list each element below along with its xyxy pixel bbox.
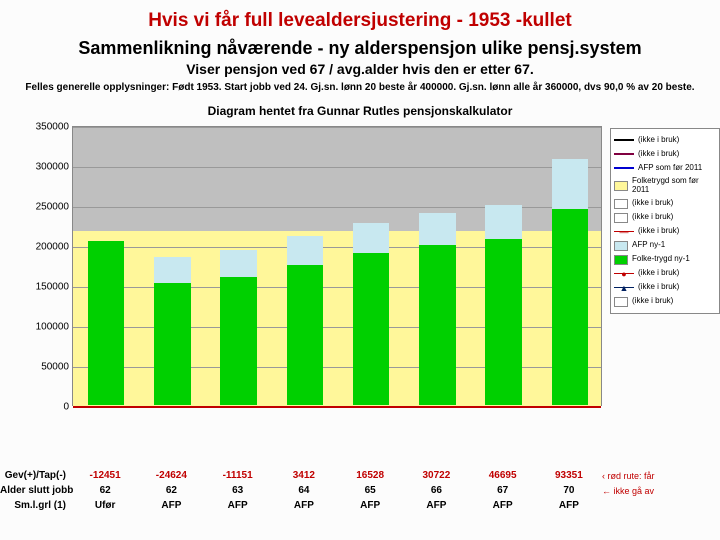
y-tick: 300000: [36, 162, 69, 173]
legend-item: ● (ikke i bruk): [614, 267, 716, 281]
x-row-label: Sm.l.grl (1): [0, 500, 66, 511]
x-row-cell: 66: [403, 485, 469, 496]
y-tick: 250000: [36, 202, 69, 213]
x-row-label: Alder slutt jobb: [0, 485, 66, 496]
legend-swatch: [614, 241, 628, 251]
bar-segment: [287, 236, 323, 265]
legend-label: (ikke i bruk): [638, 150, 679, 159]
subtitle-2: Viser pensjon ved 67 / avg.alder hvis de…: [0, 59, 720, 81]
bar-segment: [419, 213, 455, 245]
bar-segment: [154, 283, 190, 405]
x-row-cell: 30722: [403, 470, 469, 481]
chart-title: Diagram hentet fra Gunnar Rutles pensjon…: [0, 100, 720, 126]
legend-item: (ikke i bruk): [614, 133, 716, 147]
bar-segment: [88, 241, 124, 405]
legend-swatch: [614, 139, 634, 141]
y-tick: 150000: [36, 282, 69, 293]
bar-segment: [552, 159, 588, 209]
x-row-cell: -11151: [205, 470, 271, 481]
legend-swatch: ▲: [614, 283, 634, 293]
x-row-trail: ← ikke gå av: [602, 486, 654, 496]
bar-segment: [353, 253, 389, 405]
legend-swatch: [614, 181, 628, 191]
y-tick: 350000: [36, 122, 69, 133]
x-row-cell: 93351: [536, 470, 602, 481]
x-row-cell: -12451: [72, 470, 138, 481]
legend-label: (ikke i bruk): [632, 199, 673, 208]
legend-item: ▲ (ikke i bruk): [614, 281, 716, 295]
legend-label: AFP som før 2011: [638, 164, 702, 173]
x-row-cell: Ufør: [72, 500, 138, 511]
legend-item: (ikke i bruk): [614, 295, 716, 309]
legend-label: Folke-trygd ny-1: [632, 255, 690, 264]
legend-swatch: [614, 213, 628, 223]
bar-segment: [552, 209, 588, 405]
bar-segment: [154, 257, 190, 283]
plot-region: 0500001000001500002000002500003000003500…: [72, 126, 602, 406]
x-row-trail: ‹ rød rute: får: [602, 471, 655, 481]
x-row-cell: AFP: [337, 500, 403, 511]
page-title: Hvis vi får full levealdersjustering - 1…: [0, 0, 720, 38]
x-row-cell: 63: [205, 485, 271, 496]
x-table-row: Sm.l.grl (1)UførAFPAFPAFPAFPAFPAFPAFP: [72, 500, 712, 511]
legend-swatch: [614, 153, 634, 155]
legend-item: (ikke i bruk): [614, 197, 716, 211]
x-row-cell: 62: [138, 485, 204, 496]
bar-segment: [485, 239, 521, 405]
bar-segment: [485, 205, 521, 239]
legend-item: Folketrygd som før 2011: [614, 175, 716, 197]
x-row-cell: 67: [470, 485, 536, 496]
legend-label: Folketrygd som før 2011: [632, 177, 716, 195]
bar-segment: [220, 277, 256, 405]
x-row-cell: AFP: [536, 500, 602, 511]
legend: (ikke i bruk) (ikke i bruk) AFP som før 20…: [610, 128, 720, 314]
x-row-cell: 70: [536, 485, 602, 496]
x-row-cell: AFP: [205, 500, 271, 511]
x-row-cell: AFP: [271, 500, 337, 511]
chart-area: pensjon i kroner eller i % 0500001000001…: [10, 126, 710, 436]
legend-item: Folke-trygd ny-1: [614, 253, 716, 267]
legend-label: AFP ny-1: [632, 241, 665, 250]
x-row-cell: 62: [72, 485, 138, 496]
legend-item: AFP ny-1: [614, 239, 716, 253]
y-tick: 100000: [36, 322, 69, 333]
y-tick: 0: [63, 402, 69, 413]
legend-label: (ikke i bruk): [632, 213, 673, 222]
legend-item: (ikke i bruk): [614, 211, 716, 225]
legend-swatch: [614, 255, 628, 265]
x-row-cell: -24624: [138, 470, 204, 481]
x-row-cell: 3412: [271, 470, 337, 481]
legend-swatch: [614, 199, 628, 209]
legend-label: (ikke i bruk): [638, 283, 679, 292]
x-row-cell: 46695: [470, 470, 536, 481]
bar-segment: [287, 265, 323, 405]
x-row-cell: 16528: [337, 470, 403, 481]
x-table-row: Alder slutt jobb6262636465666770← ikke g…: [72, 485, 712, 496]
x-row-cell: AFP: [470, 500, 536, 511]
legend-item: (ikke i bruk): [614, 147, 716, 161]
x-row-cell: 64: [271, 485, 337, 496]
legend-label: (ikke i bruk): [638, 227, 679, 236]
legend-label: (ikke i bruk): [632, 297, 673, 306]
bar-segment: [220, 250, 256, 277]
legend-swatch: —: [614, 227, 634, 237]
x-table-row: Gev(+)/Tap(-)-12451-24624-11151341216528…: [72, 470, 712, 481]
legend-label: (ikke i bruk): [638, 269, 679, 278]
legend-swatch: ●: [614, 269, 634, 279]
legend-label: (ikke i bruk): [638, 136, 679, 145]
bar-segment: [419, 245, 455, 405]
legend-swatch: [614, 167, 634, 169]
subtitle-3: Felles generelle opplysninger: Født 1953…: [0, 81, 720, 100]
x-row-label: Gev(+)/Tap(-): [0, 470, 66, 481]
y-tick: 200000: [36, 242, 69, 253]
x-row-cell: AFP: [138, 500, 204, 511]
legend-item: — (ikke i bruk): [614, 225, 716, 239]
subtitle-1: Sammenlikning nåværende - ny alderspensj…: [0, 38, 720, 59]
legend-swatch: [614, 297, 628, 307]
legend-item: AFP som før 2011: [614, 161, 716, 175]
y-tick: 50000: [41, 362, 69, 373]
x-row-cell: AFP: [403, 500, 469, 511]
x-row-cell: 65: [337, 485, 403, 496]
bar-segment: [353, 223, 389, 253]
